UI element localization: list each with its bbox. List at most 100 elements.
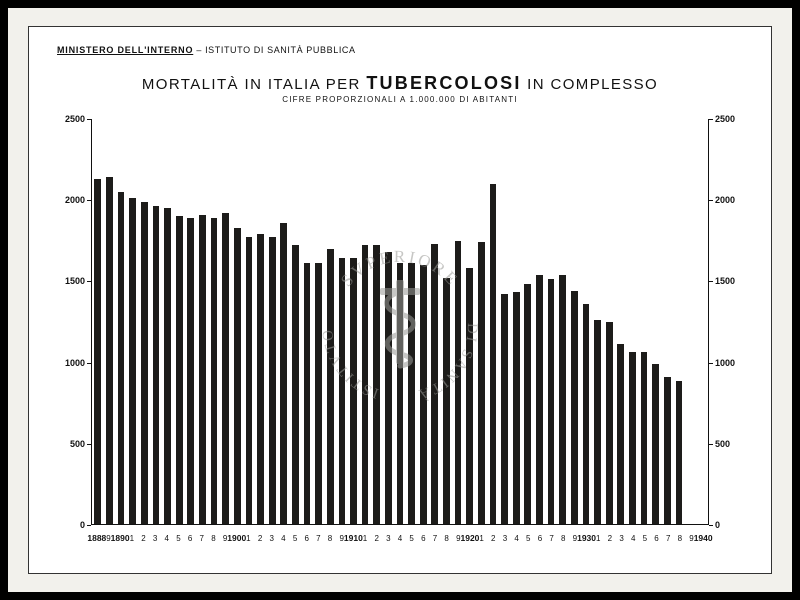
- x-tick-year: 1920: [460, 533, 479, 543]
- bar: [501, 294, 508, 524]
- bar: [466, 268, 473, 524]
- x-tick-digit: 1: [479, 534, 483, 543]
- x-tick-digit: 8: [678, 534, 682, 543]
- x-tick-year: 1900: [227, 533, 246, 543]
- x-tick-digit: 7: [316, 534, 320, 543]
- bar: [211, 218, 218, 524]
- bar: [583, 304, 590, 524]
- bar: [478, 242, 485, 524]
- bar: [141, 202, 148, 524]
- y-tick-label: 1000: [45, 358, 85, 368]
- y-tick-mark: [709, 444, 713, 445]
- y-tick-mark: [709, 525, 713, 526]
- x-tick-digit: 5: [526, 534, 530, 543]
- y-tick-mark: [709, 281, 713, 282]
- bar: [362, 245, 369, 524]
- x-tick-digit: 6: [654, 534, 658, 543]
- bar: [455, 241, 462, 525]
- x-tick-digit: 3: [503, 534, 507, 543]
- x-tick-digit: 6: [538, 534, 542, 543]
- y-tick-label: 2000: [715, 195, 755, 205]
- x-tick-digit: 7: [433, 534, 437, 543]
- chart-subtitle: CIFRE PROPORZIONALI A 1.000.000 DI ABITA…: [29, 95, 771, 104]
- y-tick-label: 1000: [715, 358, 755, 368]
- x-tick-digit: 1: [596, 534, 600, 543]
- bar: [234, 228, 241, 524]
- x-tick-digit: 8: [561, 534, 565, 543]
- bar: [513, 292, 520, 524]
- bar: [280, 223, 287, 524]
- bar: [164, 208, 171, 524]
- bar: [350, 258, 357, 524]
- x-tick-digit: 6: [188, 534, 192, 543]
- x-tick-digit: 1: [363, 534, 367, 543]
- x-tick-year: 1910: [344, 533, 363, 543]
- bar: [327, 249, 334, 524]
- bar: [269, 237, 276, 524]
- x-tick-year: 1888: [87, 533, 106, 543]
- y-tick-label: 0: [45, 520, 85, 530]
- x-tick-digit: 5: [176, 534, 180, 543]
- bar: [420, 265, 427, 524]
- title-post: IN COMPLESSO: [522, 76, 659, 93]
- bar: [629, 352, 636, 524]
- bar: [292, 245, 299, 524]
- x-tick-digit: 5: [293, 534, 297, 543]
- x-tick-digit: 4: [514, 534, 518, 543]
- bar: [373, 245, 380, 524]
- x-tick-digit: 7: [549, 534, 553, 543]
- bar: [652, 364, 659, 524]
- bar: [153, 206, 160, 524]
- outer-frame: MINISTERO DELL'INTERNO – ISTITUTO DI SAN…: [8, 8, 792, 592]
- y-tick-mark: [709, 119, 713, 120]
- bar: [339, 258, 346, 524]
- bar: [315, 263, 322, 524]
- x-tick-digit: 2: [491, 534, 495, 543]
- bar: [664, 377, 671, 524]
- x-tick-digit: 3: [619, 534, 623, 543]
- y-tick-mark: [87, 281, 91, 282]
- bar: [257, 234, 264, 524]
- header-line: MINISTERO DELL'INTERNO – ISTITUTO DI SAN…: [57, 45, 356, 55]
- y-tick-mark: [87, 119, 91, 120]
- bar: [594, 320, 601, 524]
- x-tick-digit: 3: [153, 534, 157, 543]
- y-tick-label: 500: [45, 439, 85, 449]
- x-tick-digit: 3: [270, 534, 274, 543]
- bar: [536, 275, 543, 524]
- bar: [118, 192, 125, 524]
- x-tick-digit: 4: [281, 534, 285, 543]
- x-tick-digit: 7: [200, 534, 204, 543]
- x-tick-digit: 5: [643, 534, 647, 543]
- y-tick-label: 500: [715, 439, 755, 449]
- x-tick-digit: 2: [258, 534, 262, 543]
- y-tick-label: 2000: [45, 195, 85, 205]
- title-pre: MORTALITÀ IN ITALIA PER: [142, 76, 366, 93]
- y-tick-label: 0: [715, 520, 755, 530]
- bar: [408, 263, 415, 524]
- bar: [187, 218, 194, 524]
- x-tick-digit: 2: [374, 534, 378, 543]
- y-tick-label: 1500: [45, 276, 85, 286]
- bar: [176, 216, 183, 524]
- plot-area: SVPERIORE ISTITVTO DI SANITÀ: [91, 119, 709, 525]
- x-tick-digit: 2: [141, 534, 145, 543]
- y-tick-mark: [87, 525, 91, 526]
- bar: [431, 244, 438, 524]
- bar: [548, 279, 555, 524]
- x-tick-digit: 4: [398, 534, 402, 543]
- bar: [606, 322, 613, 525]
- title-big: TUBERCOLOSI: [366, 73, 521, 93]
- x-tick-digit: 6: [304, 534, 308, 543]
- chart-title: MORTALITÀ IN ITALIA PER TUBERCOLOSI IN C…: [29, 73, 771, 94]
- x-tick-digit: 8: [211, 534, 215, 543]
- bar: [304, 263, 311, 524]
- x-tick-digit: 6: [421, 534, 425, 543]
- bars-container: [92, 119, 708, 524]
- bar: [246, 237, 253, 524]
- x-tick-digit: 4: [165, 534, 169, 543]
- y-tick-mark: [87, 444, 91, 445]
- bar: [199, 215, 206, 524]
- header-dash: –: [193, 45, 205, 55]
- bar: [676, 381, 683, 524]
